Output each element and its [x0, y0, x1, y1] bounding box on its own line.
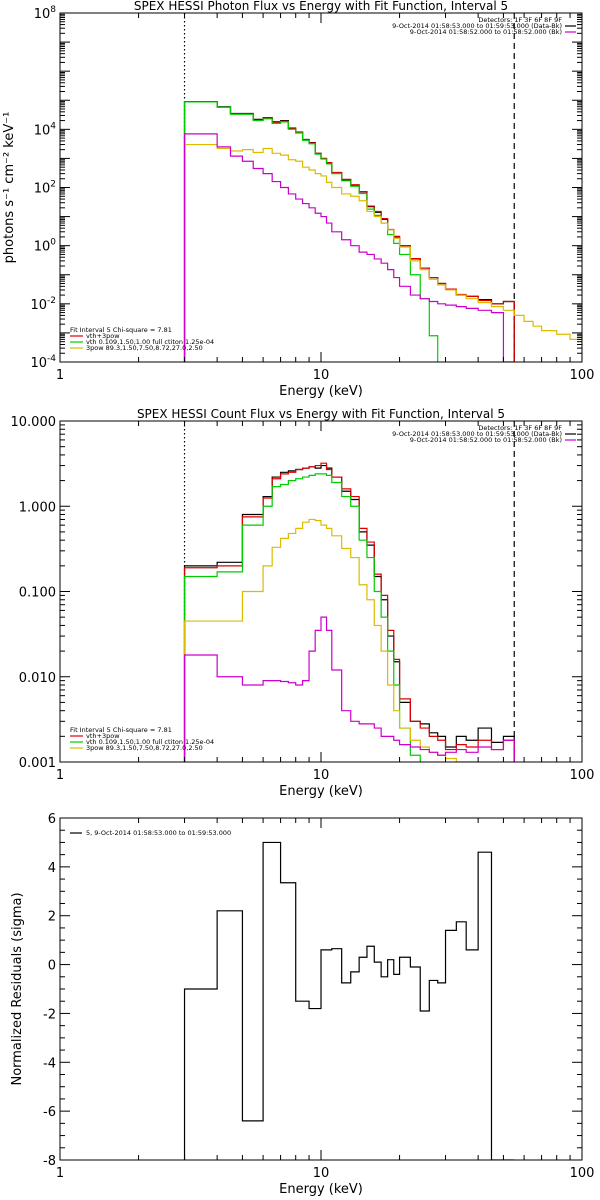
- series-line-4: [183, 133, 515, 362]
- y-tick-label: 10-2: [30, 296, 56, 313]
- series-line-2: [183, 473, 421, 762]
- x-tick-label: 100: [570, 768, 595, 783]
- y-tick-label: 0.001: [19, 756, 56, 771]
- x-tick-label: 100: [570, 368, 595, 383]
- legend-entry: vth+3pow: [86, 732, 120, 740]
- legend-entry: 9-Oct-2014 01:58:53.000 to 01:59:53.000 …: [392, 22, 562, 30]
- legend-entry: vth 0.109,1.50,1.00 full ctiton 1.25e-04: [86, 738, 214, 746]
- legend-entry: Detectors: 1F 3F 6F 8F 9F: [478, 424, 562, 432]
- y-tick-label: 0.010: [19, 671, 56, 686]
- series-line-2: [183, 101, 439, 362]
- y-axis-label: photons s⁻¹ cm⁻² keV⁻¹: [2, 112, 17, 264]
- residuals-panel: 1 10 100 6 4 2 0 -2 -4 -6 -8 Energy (keV) Normalized…: [10, 812, 594, 1197]
- legend-entry: 9-Oct-2014 01:58:52.000 to 01:58:52.000 …: [410, 436, 562, 444]
- legend-entry: 3pow 89.3,1.50,7.50,8.72,27.0,2.50: [86, 344, 203, 352]
- series-line-1: [183, 101, 515, 362]
- series-line-3: [183, 518, 479, 762]
- y-tick-label: -4: [43, 1056, 56, 1071]
- x-axis-label: Energy (keV): [279, 784, 363, 799]
- y-tick-label: 0.100: [19, 586, 56, 601]
- legend-entry: 9-Oct-2014 01:58:52.000 to 01:58:52.000 …: [410, 28, 562, 36]
- series-line-4: [183, 616, 515, 762]
- y-tick-label: 2: [48, 910, 56, 925]
- x-tick-label: 1: [56, 368, 64, 383]
- y-tick-label: 10-4: [30, 354, 56, 371]
- legend-entry: Detectors: 1F 3F 6F 8F 9F: [478, 16, 562, 24]
- legend-entry: Fit Interval 5 Chi-square = 7.81: [70, 726, 172, 734]
- series-line-0: [183, 841, 515, 1160]
- y-tick-label: 102: [34, 180, 56, 197]
- chart-title: SPEX HESSI Count Flux vs Energy with Fit…: [137, 407, 505, 421]
- series-line-0: [183, 100, 515, 362]
- y-tick-label: -2: [43, 1007, 56, 1022]
- legend-entry: Fit Interval 5 Chi-square = 7.81: [70, 326, 172, 334]
- x-tick-label: 10: [313, 768, 330, 783]
- count-flux-panel: SPEX HESSI Count Flux vs Energy with Fit…: [11, 407, 595, 799]
- y-tick-label: 4: [48, 861, 56, 876]
- legend-entry: 9-Oct-2014 01:58:53.000 to 01:59:53.000 …: [392, 430, 562, 438]
- series-line-0: [183, 464, 515, 762]
- x-tick-label: 1: [56, 768, 64, 783]
- y-tick-label: 6: [48, 812, 56, 827]
- legend-entry: vth 0.109,1.50,1.00 full ctiton 1.25e-04: [86, 338, 214, 346]
- y-tick-label: 0: [48, 959, 56, 974]
- y-axis-label: Normalized Residuals (sigma): [10, 892, 25, 1085]
- legend-entry: 5, 9-Oct-2014 01:58:53.000 to 01:59:53.0…: [86, 829, 231, 837]
- x-tick-label: 10: [313, 368, 330, 383]
- chart-title: SPEX HESSI Photon Flux vs Energy with Fi…: [134, 0, 508, 13]
- series-line-1: [183, 462, 515, 762]
- x-axis-label: Energy (keV): [279, 384, 363, 399]
- y-tick-label: -8: [43, 1154, 56, 1169]
- y-tick-label: 104: [34, 121, 57, 138]
- y-tick-label: -6: [43, 1105, 56, 1120]
- series-line-3: [183, 143, 582, 362]
- x-tick-label: 10: [313, 1166, 330, 1181]
- x-axis-label: Energy (keV): [279, 1182, 363, 1197]
- legend-entry: 3pow 89.3,1.50,7.50,8.72,27.0,2.50: [86, 744, 203, 752]
- y-tick-label: 108: [34, 5, 57, 22]
- y-tick-label: 1.000: [19, 500, 56, 515]
- x-tick-label: 1: [56, 1166, 64, 1181]
- y-tick-label: 100: [34, 238, 57, 255]
- y-tick-label: 10.000: [11, 415, 57, 430]
- plot-frame: [59, 420, 583, 763]
- legend-entry: vth+3pow: [86, 332, 120, 340]
- x-tick-label: 100: [570, 1166, 595, 1181]
- photon-flux-panel: SPEX HESSI Photon Flux vs Energy with Fi…: [2, 0, 594, 399]
